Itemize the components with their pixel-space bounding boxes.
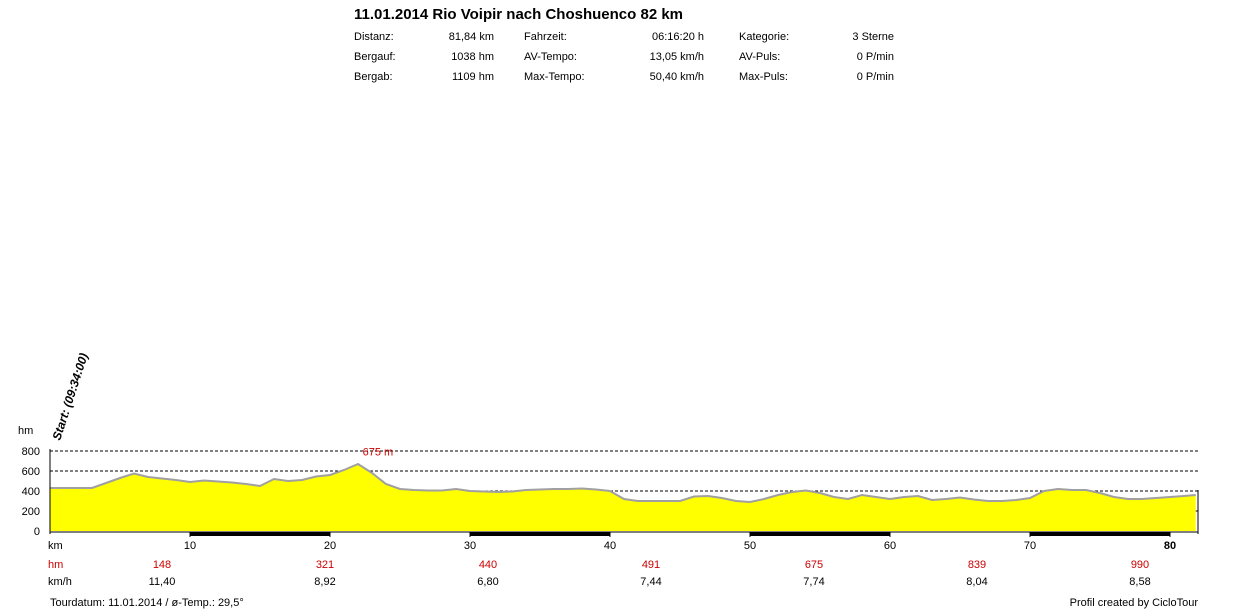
stat-label-bergab: Bergab: [354, 71, 393, 83]
stat-label-max-tempo: Max-Tempo: [524, 71, 585, 83]
stat-label-bergauf: Bergauf: [354, 51, 396, 63]
hm-cell: 675 [805, 559, 823, 571]
hm-cell: 148 [153, 559, 171, 571]
hm-cell: 440 [479, 559, 497, 571]
stat-value-av-puls: 0 P/min [856, 51, 894, 63]
x-tick-label: 80 [1164, 540, 1176, 552]
y-axis-label: hm [18, 425, 33, 437]
kmh-cell: 6,80 [477, 576, 498, 588]
stat-label-fahrzeit: Fahrzeit: [524, 31, 567, 43]
kmh-cell: 7,44 [640, 576, 661, 588]
row-label-hm: hm [48, 559, 63, 571]
x-tick-label: 10 [184, 540, 196, 552]
axis-segment-bar [190, 532, 330, 536]
stat-value-bergab: 1109 hm [452, 71, 494, 83]
stat-label-max-puls: Max-Puls: [739, 71, 788, 83]
y-tick-label: 800 [22, 446, 40, 458]
stat-value-bergauf: 1038 hm [451, 51, 494, 63]
peak-label: 675 m [363, 447, 394, 459]
y-tick-label: 400 [22, 486, 40, 498]
stat-value-av-tempo: 13,05 km/h [649, 51, 704, 63]
x-tick-label: 30 [464, 540, 476, 552]
axis-segment-bar [1030, 532, 1170, 536]
row-label-km: km [48, 540, 63, 552]
x-tick-label: 70 [1024, 540, 1036, 552]
hm-cell: 321 [316, 559, 334, 571]
hm-cell: 491 [642, 559, 660, 571]
stat-label-kategorie: Kategorie: [739, 31, 790, 43]
y-tick-label: 200 [22, 506, 40, 518]
elevation-line [50, 462, 1196, 504]
kmh-cell: 8,92 [314, 576, 335, 588]
axis-segment-bar [470, 532, 610, 536]
kmh-cell: 8,58 [1129, 576, 1150, 588]
footer-tour-info: Tourdatum: 11.01.2014 / ø-Temp.: 29,5° [50, 597, 244, 609]
x-tick-label: 50 [744, 540, 756, 552]
hm-cell: 839 [968, 559, 986, 571]
x-tick-label: 40 [604, 540, 616, 552]
x-tick-label: 20 [324, 540, 336, 552]
stat-label-av-puls: AV-Puls: [739, 51, 781, 63]
stat-value-distanz: 81,84 km [448, 31, 494, 43]
stat-label-av-tempo: AV-Tempo: [524, 51, 577, 63]
page-title: 11.01.2014 Rio Voipir nach Choshuenco 82… [354, 6, 684, 23]
footer-credit: Profil created by CicloTour [1069, 597, 1198, 609]
stat-value-max-tempo: 50,40 km/h [649, 71, 704, 83]
stat-value-max-puls: 0 P/min [856, 71, 894, 83]
stat-value-fahrzeit: 06:16:20 h [652, 31, 704, 43]
chart-axes [49, 449, 1199, 537]
kmh-cell: 8,04 [966, 576, 987, 588]
start-annotation: Start: (09:34:00) [50, 351, 91, 442]
stat-label-distanz: Distanz: [354, 31, 394, 43]
row-label-kmh: km/h [48, 576, 72, 588]
kmh-cell: 7,74 [803, 576, 824, 588]
stat-value-kategorie: 3 Sterne [852, 31, 894, 43]
x-tick-label: 60 [884, 540, 896, 552]
kmh-cell: 11,40 [149, 576, 176, 588]
y-tick-label: 600 [22, 466, 40, 478]
y-tick-label: 0 [34, 526, 40, 538]
hm-cell: 990 [1131, 559, 1149, 571]
elevation-area [50, 464, 1196, 531]
chart-labels: 0 200 400 600 800 hm Start: (09:34:00) 675 m km 1… [18, 351, 1176, 588]
axis-segment-bar [750, 532, 890, 536]
